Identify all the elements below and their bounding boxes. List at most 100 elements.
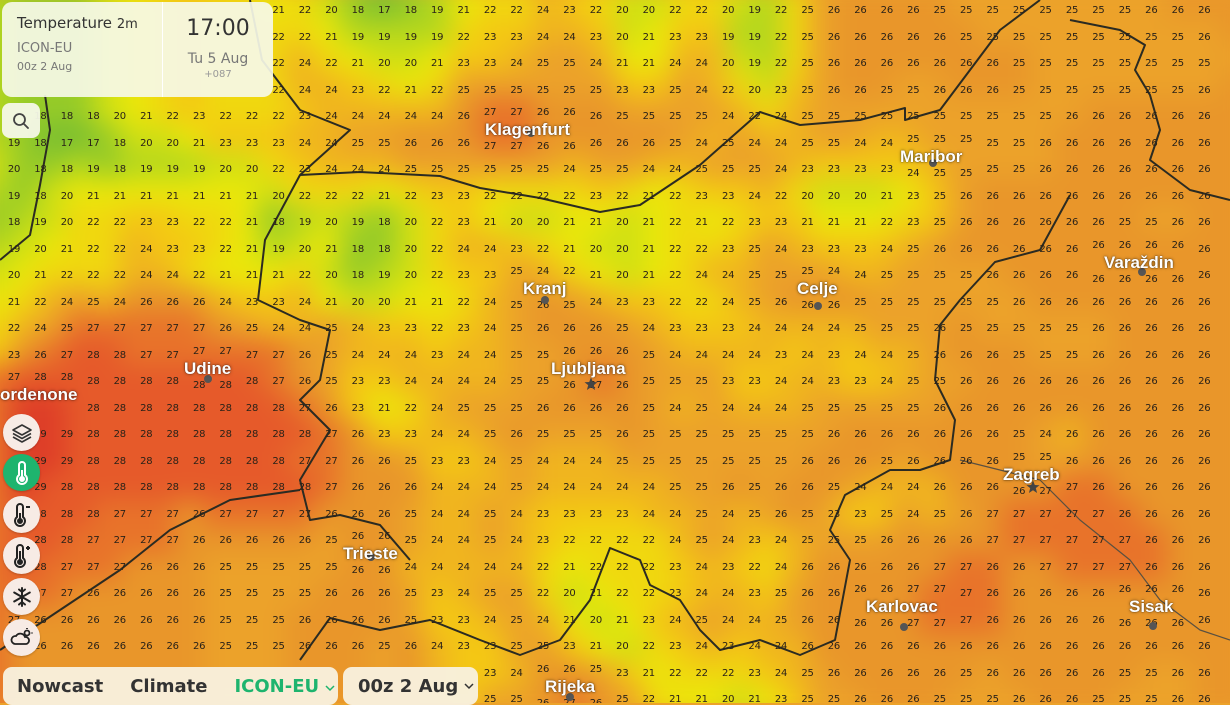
temperature-value: 23 [510,31,523,43]
city-label-sisak[interactable]: Sisak [1129,597,1174,616]
temperature-value: 21 [695,217,709,228]
temperature-value: 28 [192,402,206,414]
thermometer-minus-icon [13,502,30,527]
min-temperature-button[interactable] [3,496,40,533]
temperature-value: 24 [431,482,444,493]
temperature-value: 24 [457,349,470,361]
temperature-value: 28 [140,482,153,493]
temperature-value: 24 [695,588,709,599]
temperature-value: 22 [325,190,338,202]
temperature-value: 21 [325,31,338,43]
temperature-button[interactable] [3,454,40,491]
model-run: 00z 2 Aug [17,60,73,73]
temperature-value: 21 [801,217,814,228]
temperature-value: 25 [1065,31,1079,43]
temperature-value: 25 [880,84,894,96]
temperature-value: 19 [404,31,418,43]
temperature-value: 25 [907,134,920,145]
temperature-value: 27 [272,508,285,520]
climate-tab[interactable]: Climate [130,675,208,697]
temperature-value: 25 [960,168,973,179]
temperature-value: 20 [245,164,259,175]
temperature-value: 26 [1092,137,1105,149]
model-selector[interactable]: ICON-EU [234,676,335,697]
temperature-value: 25 [695,508,709,520]
run-selector[interactable]: 00z 2 Aug [343,667,478,705]
temperature-value: 26 [1145,508,1158,520]
temperature-value: 25 [404,588,418,599]
temperature-value: 26 [1012,588,1026,599]
temperature-value: 24 [669,58,682,69]
temperature-value: 26 [1145,402,1158,414]
temperature-value: 23 [404,323,418,334]
city-label-celje[interactable]: Celje [797,279,838,298]
temperature-value: 24 [774,243,788,255]
temperature-value: 26 [907,641,920,652]
city-label-klagenfurt[interactable]: Klagenfurt [485,120,570,139]
temperature-value: 26 [1039,190,1052,202]
temperature-value: 25 [1092,58,1105,69]
temperature-value: 28 [166,455,180,467]
temperature-value: 26 [1198,641,1211,652]
temperature-value: 26 [113,614,127,626]
temperature-value: 26 [1092,349,1105,361]
temperature-value: 23 [431,588,444,599]
temperature-value: 26 [1065,667,1079,679]
weather-extra-button[interactable] [3,619,40,656]
temperature-value: 23 [774,84,788,96]
temperature-value: 26 [1118,240,1132,251]
temperature-value: 25 [748,243,761,255]
temperature-value: 25 [1065,349,1079,361]
temperature-value: 25 [1039,349,1052,361]
temperature-value: 26 [854,641,867,652]
temperature-value: 25 [907,111,920,122]
temperature-value: 26 [1171,482,1185,493]
temperature-value: 20 [536,217,550,228]
temperature-value: 26 [801,641,814,652]
temperature-value: 26 [192,588,206,599]
city-label-udine[interactable]: Udine [184,359,232,378]
city-label-pordenone[interactable]: ordenone [0,385,78,404]
max-temperature-button[interactable] [3,537,40,574]
layers-button[interactable] [3,414,40,451]
forecast-info-panel[interactable]: Temperature 2m ICON-EU 00z 2 Aug 17:00 T… [2,2,273,97]
temperature-value: 24 [404,111,418,122]
temperature-value: 26 [1171,5,1185,16]
search-button[interactable] [2,103,40,138]
temperature-value: 24 [827,266,841,277]
temperature-value: 26 [298,376,312,387]
temperature-value: 25 [827,535,841,546]
temperature-value: 26 [1198,243,1211,255]
city-marker [527,129,535,137]
temperature-value: 26 [1171,641,1185,652]
temperature-value: 27 [1092,561,1105,573]
temperature-value: 20 [140,137,153,149]
temperature-value: 24 [880,243,894,255]
city-label-kranj[interactable]: Kranj [523,279,567,298]
city-label-varazdin[interactable]: Varaždin [1104,253,1174,272]
snow-button[interactable] [3,578,40,615]
temperature-value: 25 [669,84,682,96]
forecast-time[interactable]: 17:00 Tu 5 Aug +087 [163,2,273,97]
city-label-karlovac[interactable]: Karlovac [866,597,938,616]
temperature-value: 23 [536,508,550,520]
temperature-value: 26 [1171,323,1185,334]
temperature-value: 22 [695,243,709,255]
city-label-zagreb[interactable]: Zagreb [1003,465,1060,484]
nowcast-tab[interactable]: Nowcast [17,675,104,697]
temperature-value: 23 [272,296,285,308]
temperature-value: 22 [774,31,788,43]
temperature-value: 26 [1039,694,1052,703]
city-label-maribor[interactable]: Maribor [900,147,963,166]
city-label-ljubljana[interactable]: Ljubljana [551,359,626,378]
layer-info[interactable]: Temperature 2m ICON-EU 00z 2 Aug [2,2,163,97]
temperature-value: 25 [907,323,920,334]
temperature-value: 21 [563,243,576,255]
temperature-value: 24 [536,266,550,277]
temperature-value: 23 [245,137,259,149]
city-label-rijeka[interactable]: Rijeka [545,677,596,696]
city-label-trieste[interactable]: Trieste [343,544,398,563]
temperature-value: 21 [87,190,100,202]
temperature-value: 25 [1118,694,1132,703]
